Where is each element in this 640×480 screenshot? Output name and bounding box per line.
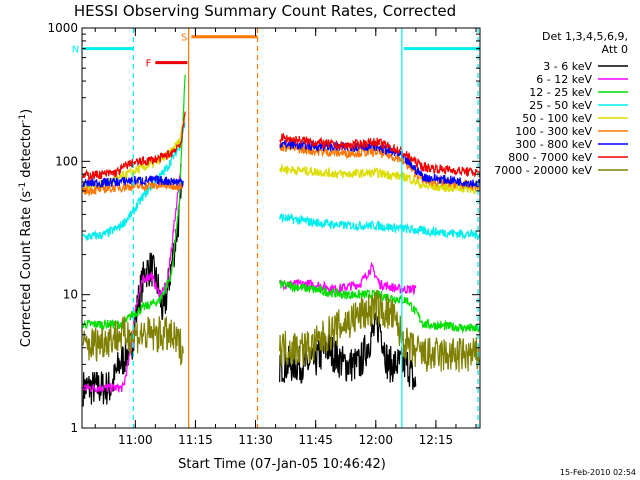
flag-label-N: N <box>72 45 79 56</box>
series-group <box>82 74 481 407</box>
x-axis-label: Start Time (07-Jan-05 10:46:42) <box>178 457 386 472</box>
x-tick-label: 12:15 <box>419 433 454 447</box>
series-line-800-7000-part1 <box>82 111 186 182</box>
chart-title: HESSI Observing Summary Count Rates, Cor… <box>74 2 456 20</box>
y-tick-label: 1000 <box>47 21 78 35</box>
x-tick-label: 11:00 <box>118 433 153 447</box>
series-line-3-6-part1 <box>82 184 182 407</box>
footer-timestamp: 15-Feb-2010 02:54 <box>560 468 636 477</box>
series-line-7000-20000-part1 <box>82 316 184 366</box>
series-line-800-7000-part2 <box>279 132 481 178</box>
legend-label: 12 - 25 keV <box>529 86 592 99</box>
legend-label: 7000 - 20000 keV <box>494 164 592 177</box>
y-tick-label: 1 <box>70 421 78 435</box>
legend-label: 50 - 100 keV <box>522 112 592 125</box>
legend-label: 800 - 7000 keV <box>508 151 592 164</box>
y-axis: 1 10 100 1000 <box>47 21 480 435</box>
legend-label: 300 - 800 keV <box>515 138 592 151</box>
x-axis: 11:00 11:15 11:30 11:45 12:00 12:15 <box>94 28 477 447</box>
series-line-12-25-part1 <box>82 74 186 331</box>
series-line-50-100-part2 <box>279 164 481 195</box>
legend-subtitle: Att 0 <box>602 43 628 56</box>
x-tick-label: 12:00 <box>358 433 393 447</box>
series-line-25-50-part2 <box>279 212 481 241</box>
legend-label: 25 - 50 keV <box>529 99 592 112</box>
legend-label: 100 - 300 keV <box>515 125 592 138</box>
legend-title: Det 1,3,4,5,6,9, <box>542 30 628 43</box>
y-tick-label: 100 <box>55 154 78 168</box>
legend-label: 3 - 6 keV <box>543 60 592 73</box>
series-line-3-6-part2 <box>279 312 417 390</box>
series-line-25-50-part1 <box>82 122 186 242</box>
legend-label: 6 - 12 keV <box>536 73 592 86</box>
y-tick-label: 10 <box>63 288 78 302</box>
plot-frame <box>81 27 481 429</box>
x-tick-label: 11:45 <box>298 433 333 447</box>
x-tick-label: 11:15 <box>178 433 213 447</box>
y-axis-label: Corrected Count Rate (s-1 detector-1) <box>18 109 34 347</box>
flag-label-F: F <box>146 59 152 70</box>
flag-group: F N S <box>72 33 480 70</box>
x-tick-label: 11:30 <box>238 433 273 447</box>
series-line-7000-20000-part2 <box>279 289 481 373</box>
flag-label-S: S <box>181 33 187 44</box>
vline-group <box>132 28 479 428</box>
